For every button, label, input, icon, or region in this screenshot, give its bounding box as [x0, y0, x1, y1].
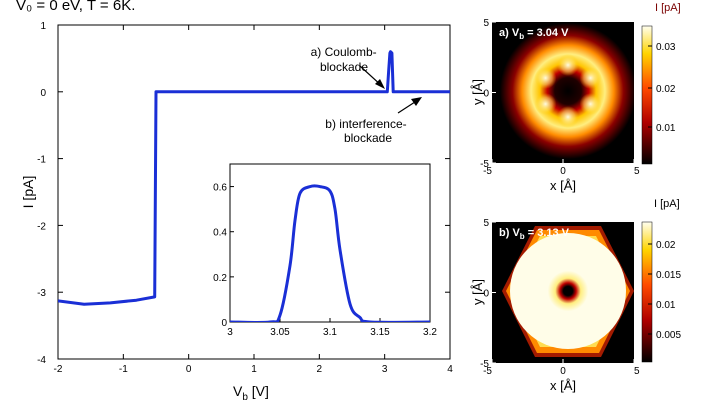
heatmap-a-y-tick-label: -5 [480, 159, 489, 170]
main-x-tick-label: -2 [54, 364, 63, 375]
inset-background [229, 163, 431, 323]
heatmap-b-colorbar-label: I [pA] [654, 198, 680, 210]
main-x-tick-label: 0 [186, 364, 192, 375]
heatmap-b-x-tick-label: -5 [483, 366, 492, 377]
heatmap-a-x-tick-label: 0 [560, 166, 566, 177]
heatmap-a-lobe [579, 67, 602, 89]
header-text: V₀ = 0 eV, T = 6K. [16, 0, 135, 14]
heatmap-a-colorbar-tick-label: 0.01 [656, 123, 676, 134]
heatmap-b-title-sub: b [520, 232, 525, 241]
heatmap-a-colorbar [641, 25, 653, 165]
heatmap-a-ring [494, 22, 634, 163]
main-x-axis-label-main: V [233, 383, 243, 399]
main-plot: -2 -1 0 1 2 3 4 -4 -3 -2 -1 0 1 Vb [V] I [pA] a) Cou… [20, 21, 453, 402]
main-x-tick-label: 3 [382, 364, 388, 375]
heatmap-b-y-tick-label: 0 [483, 289, 489, 300]
heatmap-b-ticks: -5 0 5 5 0 -5 [480, 218, 640, 377]
main-x-axis-label-sub: b [242, 392, 248, 402]
heatmap-a: a) Vb = 3.04 V -5 0 5 5 0 -5 x [Å] y [Å] 0.03… [470, 2, 681, 193]
annotation-interference-line1: b) interference- [325, 117, 406, 131]
main-y-tick-label: -4 [37, 355, 46, 366]
main-ticks: -2 -1 0 1 2 3 4 -4 -3 -2 -1 0 1 [37, 21, 453, 375]
heatmap-b-y-tick-label: -5 [480, 359, 489, 370]
heatmap-b-x-label: x [Å] [550, 378, 576, 393]
heatmap-b-y-label: y [Å] [470, 279, 485, 305]
heatmap-a-x-tick-label: -5 [483, 166, 492, 177]
heatmap-a-y-tick-label: 0 [483, 89, 489, 100]
main-series-line [58, 50, 450, 306]
heatmap-b-colorbar-tick-label: 0.015 [656, 270, 681, 281]
heatmap-b-y-tick-label: 5 [483, 218, 489, 229]
heatmap-a-title: a) Vb = 3.04 V [499, 27, 569, 41]
main-y-axis-label: I [pA] [20, 176, 36, 209]
annotation-coulomb-arrowhead [375, 79, 385, 89]
main-x-axis-label: Vb [V] [233, 383, 269, 402]
heatmap-b-colorbar-tick-label: 0.01 [656, 300, 676, 311]
heatmap-a-title-main: a) V [499, 27, 520, 39]
heatmap-a-title-value: = 3.04 V [524, 27, 569, 39]
annotation-coulomb-line2: blockade [320, 60, 368, 74]
heatmap-b-title-value: = 3.13 V [525, 227, 570, 239]
annotation-interference-arrowhead [411, 97, 422, 106]
inset-x-tick-label: 3.2 [423, 327, 437, 338]
inset-y-tick-label: 0 [221, 318, 227, 329]
main-y-tick-label: -1 [37, 155, 46, 166]
heatmap-b-title-main: b) V [499, 227, 520, 239]
heatmap-b-disc [510, 233, 626, 349]
heatmap-a-y-label: y [Å] [470, 79, 485, 105]
main-y-tick-label: -2 [37, 221, 46, 232]
heatmap-b-colorbar [641, 221, 653, 363]
heatmap-a-lobes [534, 54, 602, 128]
heatmap-a-lobe [579, 93, 602, 115]
annotation-coulomb: a) Coulomb- blockade [311, 45, 380, 74]
inset-ticks: 3 3.05 3.1 3.15 3.2 0 0.2 0.4 0.6 [213, 183, 437, 338]
heatmap-a-lobe [534, 93, 557, 115]
inset-plot: 3 3.05 3.1 3.15 3.2 0 0.2 0.4 0.6 [213, 163, 437, 338]
main-x-tick-label: 4 [447, 364, 453, 375]
inset-y-tick-label: 0.6 [213, 183, 227, 194]
heatmap-a-x-label: x [Å] [550, 178, 576, 193]
annotation-coulomb-line1: a) Coulomb- [311, 45, 377, 59]
main-x-tick-label: 2 [317, 364, 323, 375]
inset-x-tick-label: 3.15 [370, 327, 390, 338]
heatmap-a-colorbar-label: I [pA] [655, 2, 681, 14]
heatmap-a-ticks: -5 0 5 5 0 -5 [480, 18, 640, 177]
inset-y-tick-label: 0.4 [213, 228, 227, 239]
main-x-tick-label: 1 [251, 364, 257, 375]
inset-x-tick-label: 3.1 [323, 327, 337, 338]
heatmap-a-colorbar-tick-label: 0.02 [656, 84, 676, 95]
heatmap-a-title-sub: b [519, 32, 524, 41]
main-y-tick-label: -3 [37, 288, 46, 299]
annotation-interference: b) interference- blockade [325, 117, 410, 145]
heatmap-b-colorbar-tick-label: 0.02 [656, 240, 676, 251]
inset-series-line [230, 184, 430, 322]
inset-x-tick-label: 3.05 [270, 327, 290, 338]
heatmap-a-lobe [557, 54, 579, 76]
heatmap-a-x-tick-label: 5 [634, 166, 640, 177]
heatmap-b-title: b) Vb = 3.13 V [499, 227, 570, 241]
heatmap-b-colorbar-tick-label: 0.005 [656, 330, 681, 341]
heatmap-b-colorbar-ticks: 0.02 0.015 0.01 0.005 [648, 240, 681, 341]
heatmap-a-colorbar-tick-label: 0.03 [656, 42, 676, 53]
main-y-tick-label: 0 [40, 88, 46, 99]
main-x-tick-label: -1 [119, 364, 128, 375]
heatmap-a-y-tick-label: 5 [483, 18, 489, 29]
heatmap-a-colorbar-ticks: 0.03 0.02 0.01 [648, 42, 676, 134]
main-x-axis-label-unit: [V] [248, 383, 269, 399]
heatmap-a-lobe [534, 67, 557, 89]
main-y-tick-label: 1 [40, 21, 46, 32]
heatmap-b: b) Vb = 3.13 V -5 0 5 5 0 -5 x [Å] y [Å] 0.02… [470, 198, 681, 393]
heatmap-b-x-tick-label: 5 [634, 366, 640, 377]
inset-x-tick-label: 3 [227, 327, 233, 338]
annotation-interference-line2: blockade [344, 131, 392, 145]
inset-y-tick-label: 0.2 [213, 273, 227, 284]
heatmap-b-x-tick-label: 0 [560, 366, 566, 377]
heatmap-a-lobe [557, 106, 579, 128]
